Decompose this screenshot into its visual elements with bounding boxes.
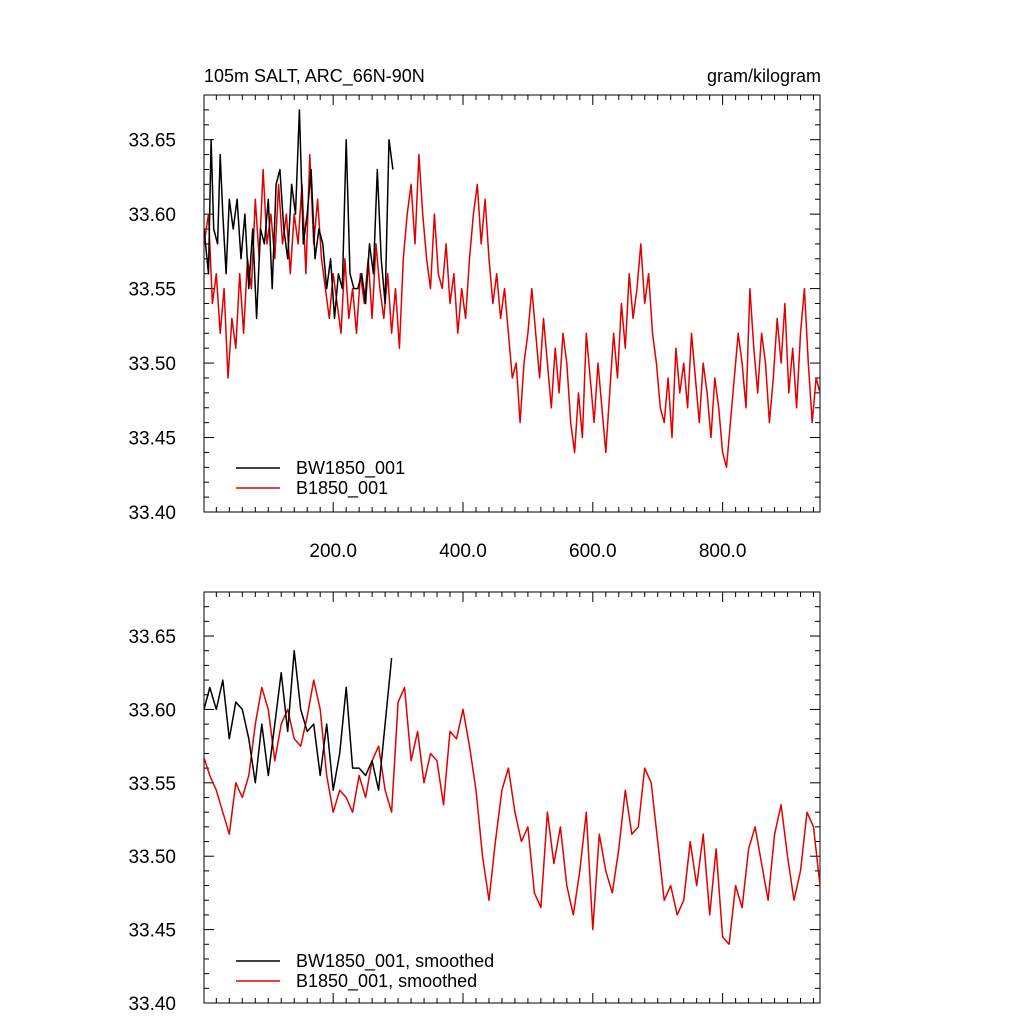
y-tick-label: 33.55 xyxy=(128,280,176,301)
legend-label: B1850_001, smoothed xyxy=(296,971,477,992)
y-tick-label: 33.45 xyxy=(128,429,176,450)
y-tick-label: 33.60 xyxy=(128,205,176,226)
legend-label: BW1850_001, smoothed xyxy=(296,951,494,972)
y-tick-label: 33.40 xyxy=(128,503,176,524)
series-line-bw1850-001-smoothed xyxy=(204,649,393,791)
y-tick-label: 33.40 xyxy=(128,994,176,1015)
title-left: 105m SALT, ARC_66N-90N xyxy=(204,66,425,87)
legend-label: BW1850_001 xyxy=(296,458,405,479)
y-tick-label: 33.50 xyxy=(128,354,176,375)
bottom-chart-panel: 33.40 33.45 33.50 33.55 33.60 33.65 BW1850_001… xyxy=(128,591,821,1015)
y-tick-label: 33.65 xyxy=(128,131,176,152)
top-chart-panel: 33.40 33.45 33.50 33.55 33.60 33.65 200.0 400.0… xyxy=(128,94,821,562)
legend-label: B1850_001 xyxy=(296,478,388,499)
y-tick-label: 33.55 xyxy=(128,774,176,795)
y-tick-label: 33.65 xyxy=(128,627,176,648)
title-right: gram/kilogram xyxy=(707,66,821,86)
x-tick-label: 800.0 xyxy=(699,541,747,562)
series-line-b1850-001-smoothed xyxy=(204,679,820,946)
y-tick-label: 33.45 xyxy=(128,921,176,942)
x-tick-label: 400.0 xyxy=(439,541,487,562)
series-line-b1850-001 xyxy=(204,153,820,469)
y-tick-label: 33.50 xyxy=(128,847,176,868)
series-line-bw1850-001 xyxy=(204,109,394,320)
x-tick-label: 600.0 xyxy=(569,541,617,562)
y-tick-label: 33.60 xyxy=(128,700,176,721)
x-tick-label: 200.0 xyxy=(309,541,357,562)
